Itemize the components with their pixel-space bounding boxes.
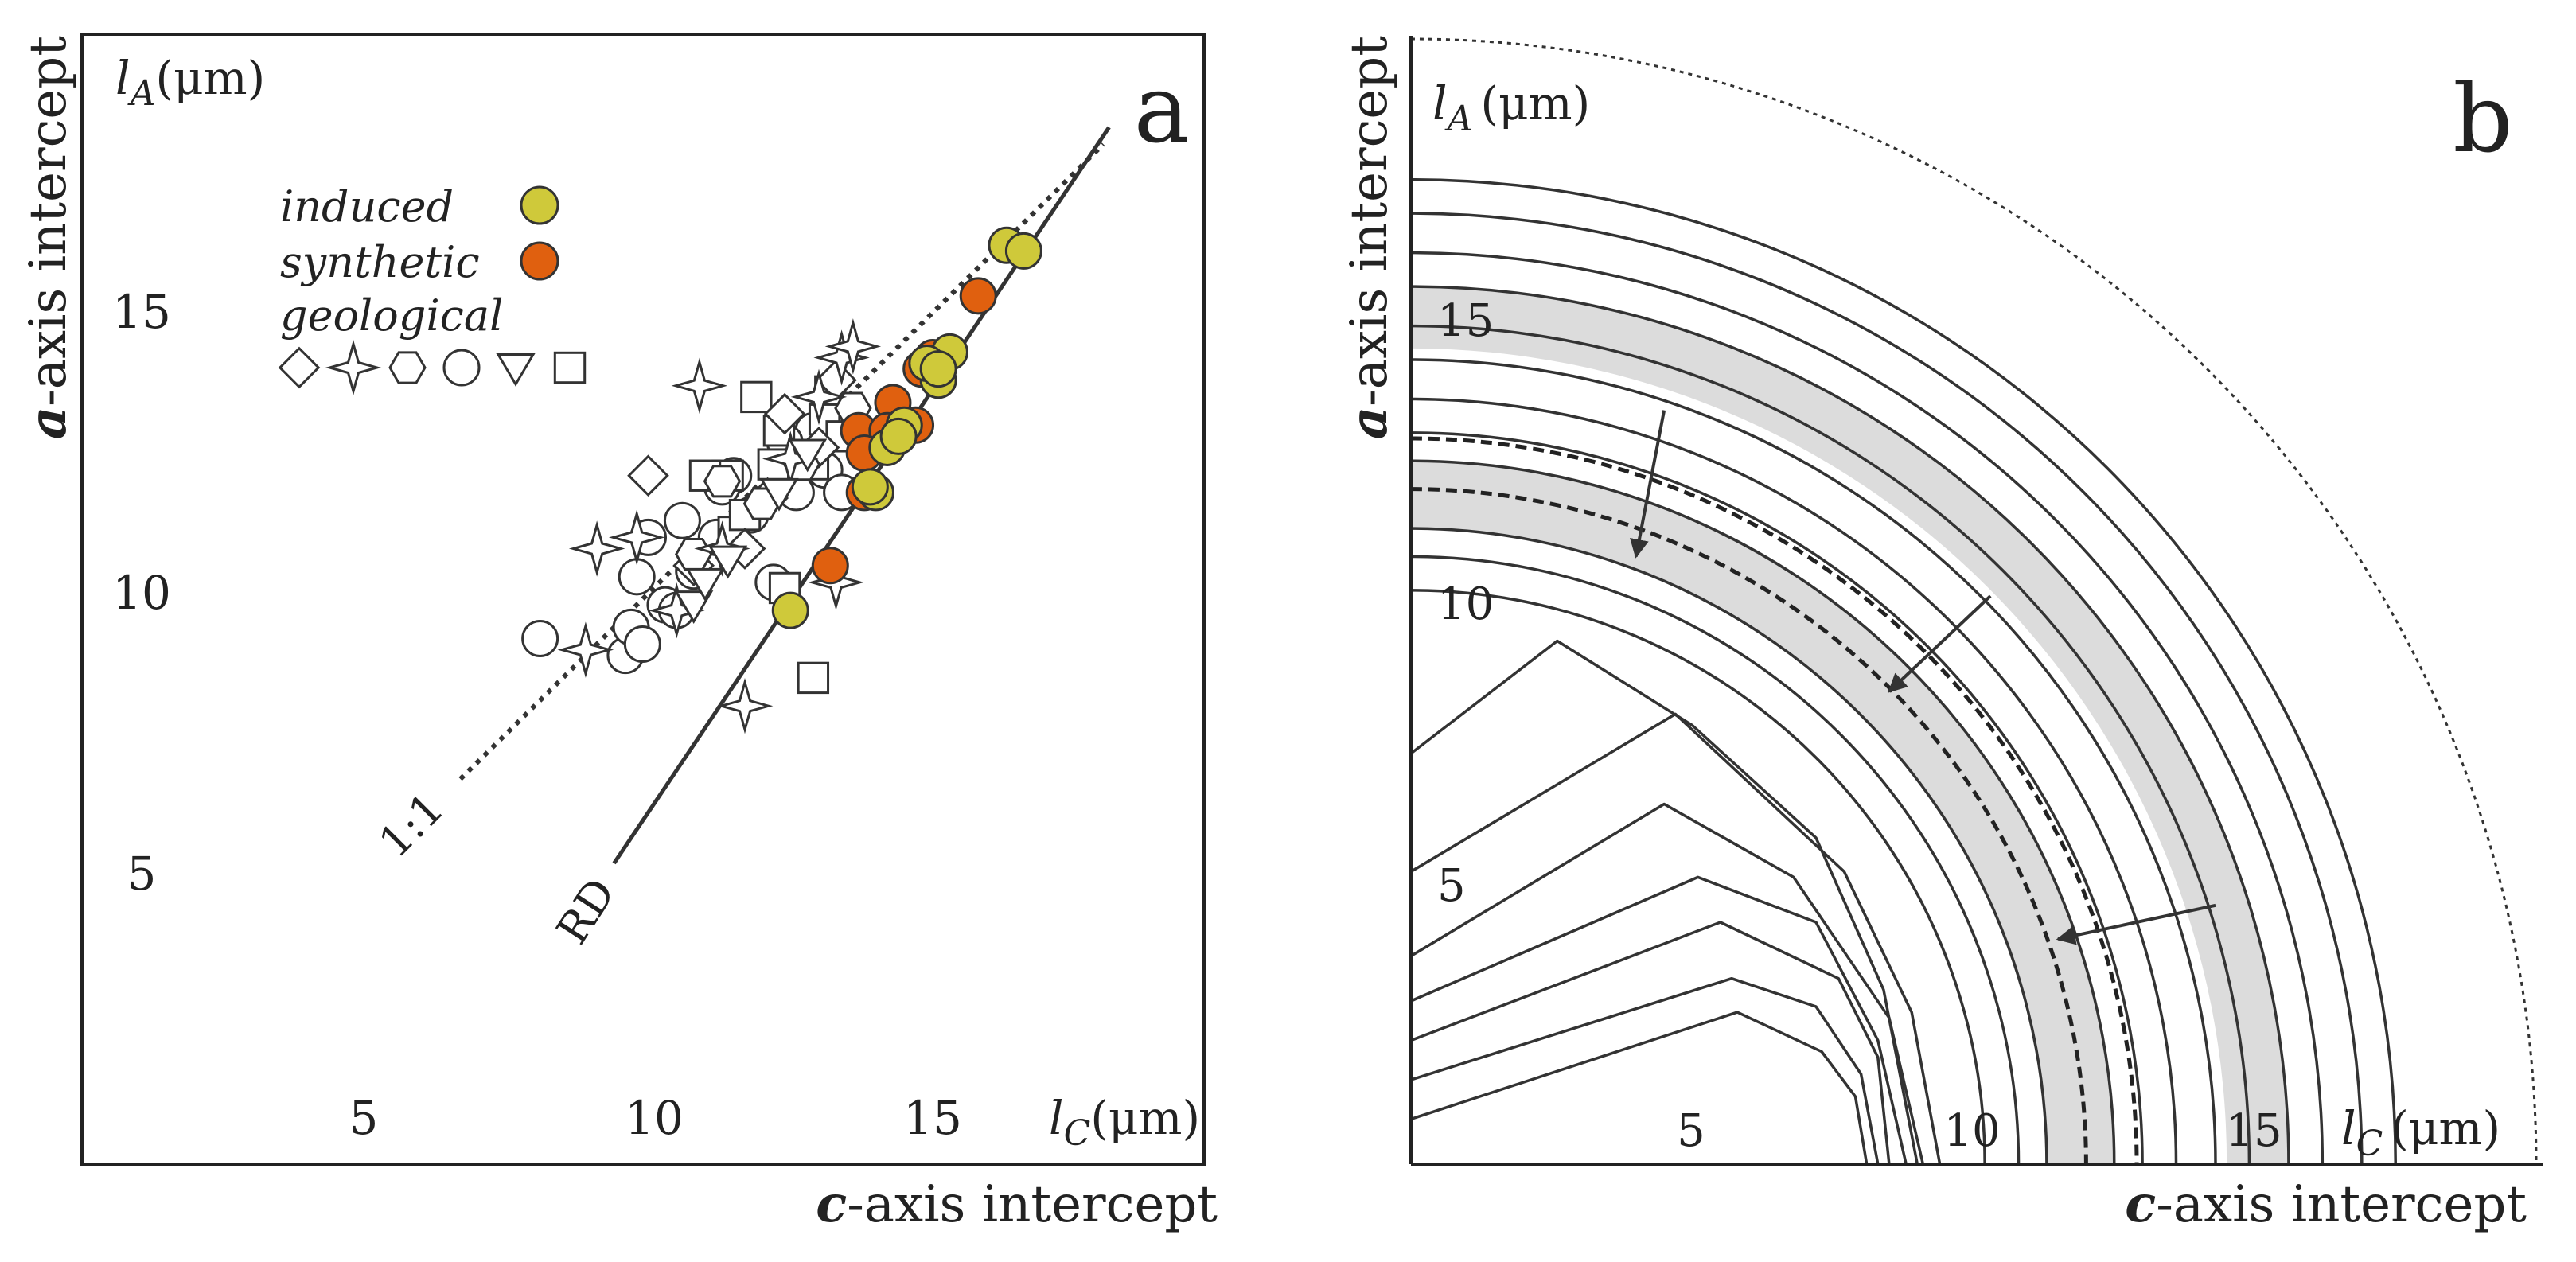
legend-symbol-diamond xyxy=(278,346,321,389)
panel-b: b lA (μm) lC (μm) c-axis intercept a-axis … xyxy=(1339,36,2543,1234)
induced-point xyxy=(771,591,809,629)
line-label-1-1: 1:1 xyxy=(369,783,454,867)
geological-point-triangle-down xyxy=(788,438,828,473)
panel-b-label: b xyxy=(2453,64,2513,173)
faceted-contour xyxy=(1410,921,1891,1165)
growth-contour xyxy=(1410,555,2021,1165)
panel-a-xtick-15: 15 xyxy=(903,1091,962,1145)
legend-symbol-square xyxy=(553,351,587,384)
geological-point-star xyxy=(824,318,882,375)
panel-a-ytick-5: 5 xyxy=(127,847,157,901)
induced-point xyxy=(851,468,889,506)
legend-symbol-triangle-down xyxy=(496,353,536,387)
arrow xyxy=(1630,410,1666,559)
shaded-band xyxy=(1411,286,2289,1165)
geological-point-star xyxy=(790,368,848,426)
growth-contour xyxy=(1410,459,2116,1165)
panel-a: a lA(μm) lC(μm) c-axis intercept a-axis … xyxy=(18,33,1218,1234)
panel-b-ytick-5: 5 xyxy=(1437,860,1466,912)
legend-geological-markers xyxy=(278,339,587,396)
panel-a-xlabel: c-axis intercept xyxy=(816,1174,1218,1234)
geological-point-hexagon xyxy=(674,538,713,571)
growth-contour xyxy=(1410,178,2397,1165)
faceted-contour xyxy=(1410,712,1942,1165)
legend-symbol-hexagon xyxy=(388,351,427,384)
arrow xyxy=(2056,903,2216,945)
panel-b-ylabel: a-axis intercept xyxy=(1339,36,1399,440)
faceted-contour xyxy=(1410,1011,1869,1165)
growth-contour xyxy=(1410,527,2048,1165)
growth-contour xyxy=(1410,358,2217,1165)
arrow xyxy=(1888,594,1992,693)
growth-contour xyxy=(1410,212,2364,1165)
legend-induced-label: induced xyxy=(280,181,454,232)
outer-boundary-arc xyxy=(1410,37,2538,1165)
geological-point-triangle-down xyxy=(707,545,748,579)
induced-point xyxy=(879,417,918,455)
line-label-rd: RD xyxy=(547,870,625,953)
geological-point-star xyxy=(557,621,614,678)
geological-point-triangle-down xyxy=(759,477,799,512)
geological-point-circle xyxy=(663,501,701,539)
geological-point-diamond xyxy=(763,392,806,435)
geological-point-star xyxy=(568,520,625,577)
panel-a-ytick-15: 15 xyxy=(112,285,171,339)
legend-geological-label: geological xyxy=(280,290,503,341)
growth-contour xyxy=(1410,397,2178,1165)
faceted-contour xyxy=(1410,976,1880,1165)
panel-a-label: a xyxy=(1134,54,1190,164)
induced-point xyxy=(919,350,957,388)
panel-b-xtick-5: 5 xyxy=(1677,1105,1705,1157)
geological-point-triangle-down xyxy=(674,590,714,624)
panel-a-plot-area xyxy=(458,126,1111,865)
geological-point-diamond xyxy=(627,454,669,497)
geological-point-circle xyxy=(623,625,661,664)
growth-contour xyxy=(1410,285,2290,1165)
geological-point-square xyxy=(797,661,830,695)
synthetic-point xyxy=(959,277,997,315)
legend-induced-marker xyxy=(520,185,559,225)
synthetic-point xyxy=(811,547,849,585)
panel-a-xtick-5: 5 xyxy=(349,1091,379,1145)
panel-a-x-unit: lC(μm) xyxy=(1049,1091,1200,1154)
legend-synthetic-marker xyxy=(520,241,559,281)
legend-symbol-star xyxy=(325,339,382,396)
geological-point-triangle-down xyxy=(685,567,725,602)
growth-contour xyxy=(1410,251,2325,1165)
legend: induced synthetic geological xyxy=(278,181,587,396)
panel-b-y-unit: lA (μm) xyxy=(1432,76,1590,139)
growth-contour xyxy=(1410,324,2251,1165)
panel-a-xtick-10: 10 xyxy=(625,1091,684,1145)
dashed-contour xyxy=(1410,436,2139,1165)
growth-contour xyxy=(1410,589,1986,1165)
faceted-contour xyxy=(1410,802,1925,1165)
panel-b-plot-area xyxy=(1409,37,2538,1165)
geological-point-star xyxy=(608,509,665,566)
growth-contour xyxy=(1410,431,2144,1165)
panel-a-frame xyxy=(80,33,1206,1166)
panel-b-ytick-10: 10 xyxy=(1437,578,1494,630)
geological-point-square xyxy=(740,380,773,414)
geological-point-hexagon xyxy=(703,465,742,498)
panel-a-ylabel: a-axis intercept xyxy=(18,36,78,440)
panel-a-y-unit: lA(μm) xyxy=(115,51,265,114)
geological-point-star xyxy=(716,677,774,734)
panel-a-ytick-10: 10 xyxy=(112,566,171,620)
legend-symbol-circle xyxy=(442,349,481,387)
panel-b-xtick-10: 10 xyxy=(1943,1105,2000,1157)
legend-synthetic-label: synthetic xyxy=(280,237,480,287)
faceted-contour xyxy=(1410,875,1908,1165)
panel-b-xlabel: c-axis intercept xyxy=(2125,1174,2527,1234)
panel-b-ytick-15: 15 xyxy=(1437,295,1494,347)
geological-point-star xyxy=(671,357,728,415)
induced-point xyxy=(1004,232,1042,270)
panel-b-xtick-15: 15 xyxy=(2225,1105,2282,1157)
geological-point-circle xyxy=(521,619,559,657)
panel-b-x-unit: lC (μm) xyxy=(2341,1101,2500,1164)
